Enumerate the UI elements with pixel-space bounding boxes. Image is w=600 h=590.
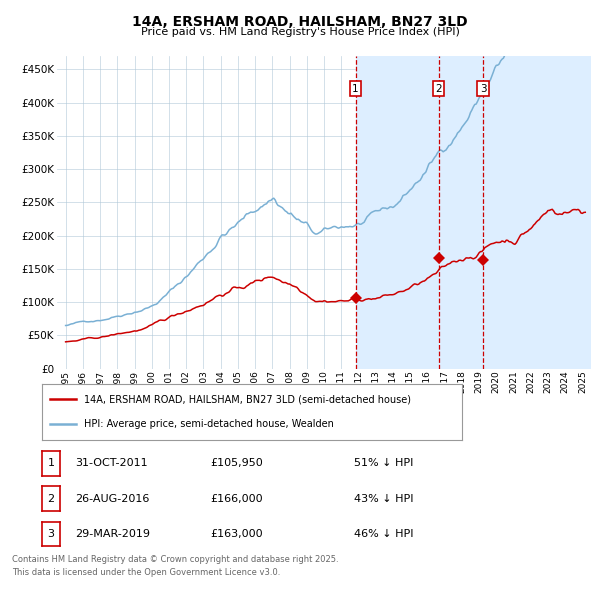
Bar	[356, 56, 591, 369]
Text: 2: 2	[47, 494, 55, 503]
Text: 14A, ERSHAM ROAD, HAILSHAM, BN27 3LD: 14A, ERSHAM ROAD, HAILSHAM, BN27 3LD	[132, 15, 468, 29]
Text: Contains HM Land Registry data © Crown copyright and database right 2025.: Contains HM Land Registry data © Crown c…	[12, 555, 338, 563]
Text: Price paid vs. HM Land Registry's House Price Index (HPI): Price paid vs. HM Land Registry's House …	[140, 27, 460, 37]
Text: 46% ↓ HPI: 46% ↓ HPI	[354, 529, 413, 539]
Text: 29-MAR-2019: 29-MAR-2019	[75, 529, 150, 539]
Text: 14A, ERSHAM ROAD, HAILSHAM, BN27 3LD (semi-detached house): 14A, ERSHAM ROAD, HAILSHAM, BN27 3LD (se…	[84, 394, 411, 404]
Text: £105,950: £105,950	[210, 458, 263, 468]
Text: 31-OCT-2011: 31-OCT-2011	[75, 458, 148, 468]
Text: 43% ↓ HPI: 43% ↓ HPI	[354, 494, 413, 503]
Text: 26-AUG-2016: 26-AUG-2016	[75, 494, 149, 503]
Text: £166,000: £166,000	[210, 494, 263, 503]
Text: 3: 3	[47, 529, 55, 539]
Text: 2: 2	[435, 84, 442, 94]
Text: 3: 3	[480, 84, 487, 94]
Text: 1: 1	[352, 84, 359, 94]
Text: 1: 1	[47, 458, 55, 468]
Text: HPI: Average price, semi-detached house, Wealden: HPI: Average price, semi-detached house,…	[84, 419, 334, 429]
Text: £163,000: £163,000	[210, 529, 263, 539]
Text: This data is licensed under the Open Government Licence v3.0.: This data is licensed under the Open Gov…	[12, 568, 280, 576]
Text: 51% ↓ HPI: 51% ↓ HPI	[354, 458, 413, 468]
